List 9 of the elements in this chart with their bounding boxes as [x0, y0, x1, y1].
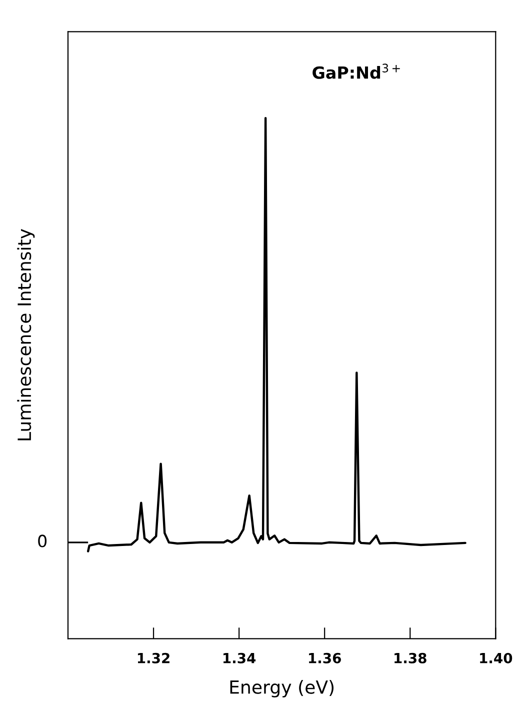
text: GaP:Nd$^{3+}$: [312, 64, 400, 79]
text: 0: [38, 534, 47, 548]
x-axis-title: Energy (eV): [230, 680, 334, 698]
y-axis-title: Luminescence Intensity: [17, 228, 35, 440]
x-tick-label: 1.32: [138, 652, 170, 664]
x-tick-label: 1.38: [394, 652, 426, 664]
x-tick-label: 1.34: [223, 652, 256, 664]
x-tick-label: 1.40: [480, 652, 512, 664]
x-tick-label: 1.36: [309, 652, 341, 664]
